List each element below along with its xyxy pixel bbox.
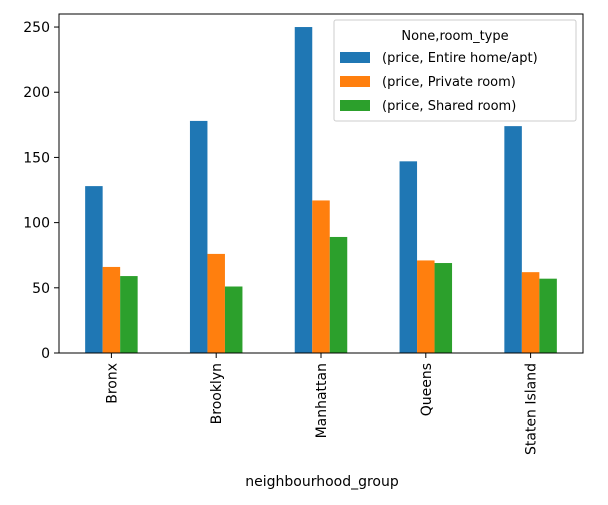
legend-title: None,room_type bbox=[401, 29, 508, 44]
y-tick-label: 250 bbox=[23, 20, 50, 36]
bar-bronx-series-2 bbox=[120, 276, 138, 353]
bar-bronx-series-0 bbox=[85, 186, 103, 353]
y-tick-label: 150 bbox=[23, 150, 50, 166]
bar-staten-island-series-1 bbox=[521, 272, 540, 353]
y-tick-label: 0 bbox=[41, 346, 50, 362]
legend-swatch bbox=[340, 100, 370, 111]
ticks-layer: 0 50 100 150 200 250 Bronx Brooklyn Manhattan Que… bbox=[23, 20, 539, 455]
x-tick-label: Manhattan bbox=[314, 363, 330, 438]
x-axis-label: neighbourhood_group bbox=[245, 474, 399, 490]
bar-manhattan-series-2 bbox=[329, 236, 348, 353]
x-tick-label: Bronx bbox=[104, 363, 120, 404]
y-tick-label: 200 bbox=[23, 85, 50, 101]
legend-box bbox=[333, 19, 577, 122]
x-tick-label: Brooklyn bbox=[209, 363, 225, 424]
legend-items: (price, Entire home/apt) (price, Private … bbox=[340, 51, 538, 114]
legend: None,room_type (price, Entire home/apt)(… bbox=[333, 19, 577, 122]
bar-bronx-series-1 bbox=[102, 266, 121, 353]
legend-label: (price, Private room) bbox=[382, 75, 516, 90]
bar-brooklyn-series-0 bbox=[189, 120, 208, 353]
bar-queens-series-2 bbox=[434, 263, 453, 353]
bar-manhattan-series-0 bbox=[294, 27, 313, 353]
bar-queens-series-0 bbox=[399, 161, 418, 353]
legend-label: (price, Shared room) bbox=[382, 99, 516, 114]
legend-swatch bbox=[340, 52, 370, 63]
bar-manhattan-series-1 bbox=[312, 200, 330, 353]
legend-swatch bbox=[340, 76, 370, 87]
bar-brooklyn-series-1 bbox=[207, 253, 225, 353]
y-tick-label: 50 bbox=[32, 281, 50, 297]
x-tick-label: Queens bbox=[419, 363, 435, 416]
bar-brooklyn-series-2 bbox=[224, 286, 243, 353]
bar-staten-island-series-2 bbox=[539, 278, 557, 353]
bars-layer bbox=[85, 27, 557, 353]
y-tick-label: 100 bbox=[23, 216, 50, 232]
bar-staten-island-series-0 bbox=[504, 126, 522, 353]
legend-label: (price, Entire home/apt) bbox=[382, 51, 538, 66]
bar-queens-series-1 bbox=[417, 260, 435, 353]
x-tick-label: Staten Island bbox=[524, 363, 540, 455]
